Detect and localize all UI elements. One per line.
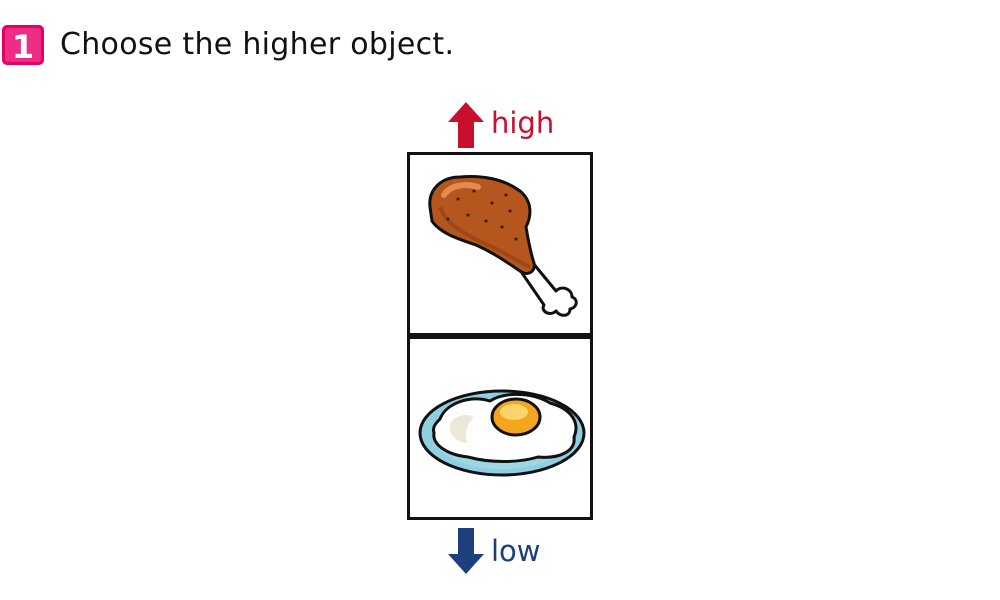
question-number: 1 [12,28,34,66]
down-arrow-icon [448,528,484,574]
question-number-badge: 1 [2,25,44,66]
choice-top-drumstick[interactable] [407,152,593,336]
low-text: low [491,534,541,568]
question-prompt: Choose the higher object. [60,27,455,62]
high-text: high [491,106,555,140]
fried-egg-icon [418,389,586,477]
chicken-drumstick-icon [428,175,578,317]
question-header: 1 Choose the higher object. [0,0,1000,80]
up-arrow-icon [448,102,484,148]
choice-bottom-fried-egg[interactable] [407,336,593,520]
